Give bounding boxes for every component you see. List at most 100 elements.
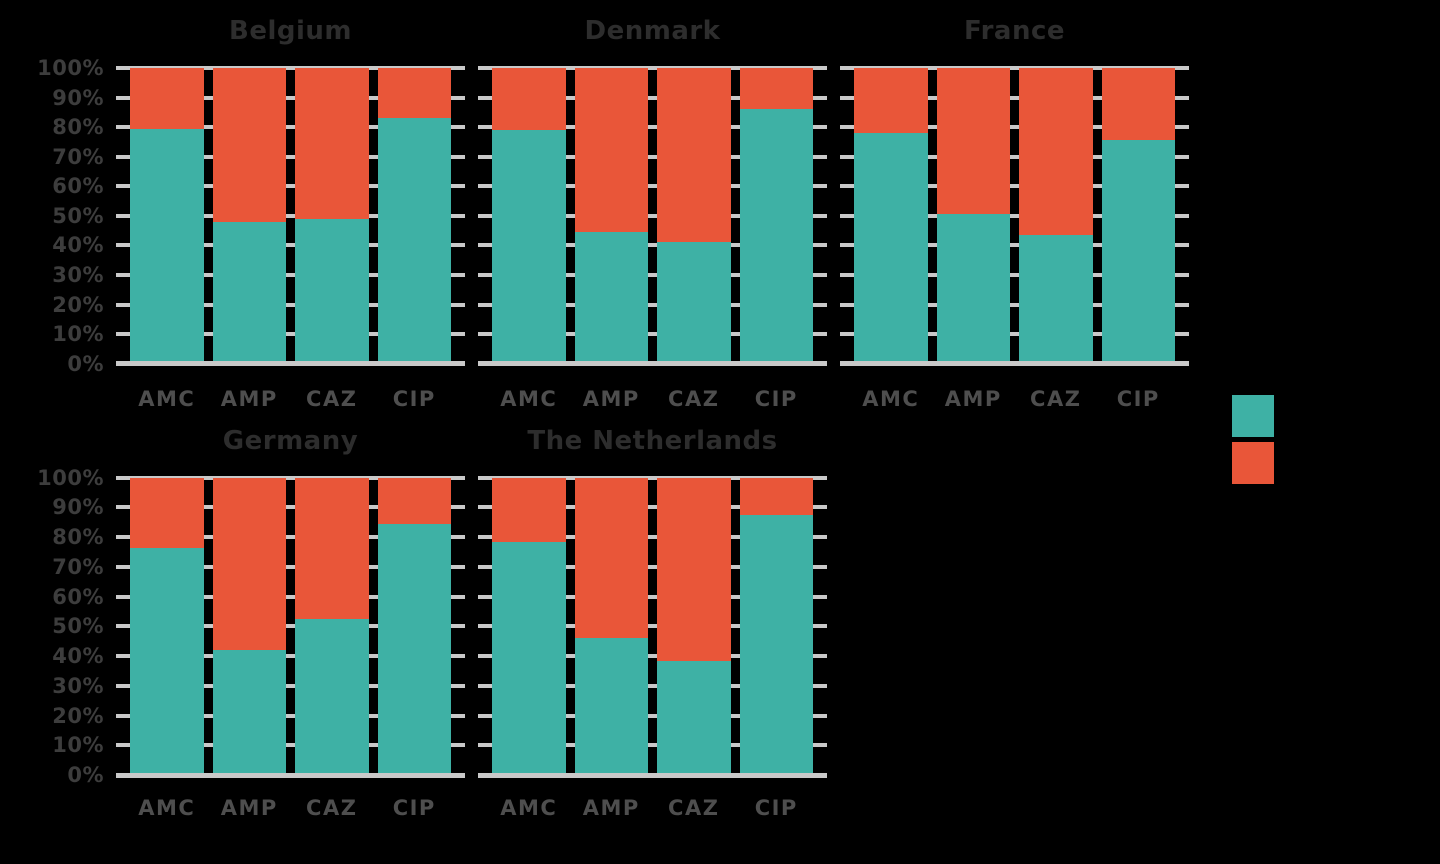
- bar-segment-orange: [130, 68, 204, 129]
- x-axis-line: [116, 772, 465, 778]
- bar-segment-teal: [1019, 235, 1093, 364]
- y-tick-label: 80%: [52, 115, 104, 140]
- category-label: AMP: [220, 387, 278, 411]
- bar-segment-teal: [295, 218, 369, 364]
- x-axis-line: [478, 772, 827, 778]
- category-label: AMP: [582, 796, 640, 820]
- bar-stack: [492, 68, 566, 364]
- gridline: [478, 302, 827, 307]
- gridline: [116, 332, 465, 337]
- gridline: [116, 95, 465, 100]
- bar-segment-orange: [854, 68, 928, 134]
- y-tick-label: 40%: [52, 233, 104, 258]
- y-tick-label: 50%: [52, 614, 104, 639]
- bar-segment-teal: [377, 523, 451, 775]
- gridline: [840, 243, 1189, 248]
- bar-segment-orange: [657, 477, 731, 661]
- bar-stack: [130, 68, 204, 364]
- bar-segment-teal: [1101, 140, 1175, 364]
- bar-stack: [130, 477, 204, 775]
- y-tick-label: 80%: [52, 525, 104, 550]
- bar-stack: [936, 68, 1010, 364]
- bar-segment-orange: [492, 68, 566, 131]
- bar-segment-orange: [212, 68, 286, 222]
- bar-segment-teal: [854, 133, 928, 364]
- y-tick-label: 60%: [52, 584, 104, 609]
- y-tick-label: 10%: [52, 322, 104, 347]
- gridline: [478, 475, 827, 480]
- gridline: [116, 272, 465, 277]
- bar-segment-teal: [657, 242, 731, 364]
- gridline: [116, 243, 465, 248]
- y-tick-label: 50%: [52, 203, 104, 228]
- gridline: [116, 475, 465, 480]
- subplot-title: The Netherlands: [527, 426, 778, 456]
- y-tick-label: 90%: [52, 85, 104, 110]
- gridline: [116, 302, 465, 307]
- bar-segment-teal: [212, 221, 286, 364]
- bar-stack: [574, 68, 648, 364]
- gridline: [478, 654, 827, 659]
- category-label: CAZ: [306, 796, 358, 820]
- gridline: [116, 624, 465, 629]
- bar-segment-orange: [492, 477, 566, 542]
- y-tick-label: 40%: [52, 644, 104, 669]
- bar-stack: [212, 68, 286, 364]
- bar-segment-orange: [936, 68, 1010, 215]
- bar-stack: [492, 477, 566, 775]
- bar-stack: [657, 68, 731, 364]
- y-tick-label: 70%: [52, 144, 104, 169]
- gridline: [478, 535, 827, 540]
- gridline: [840, 302, 1189, 307]
- bar-segment-teal: [295, 618, 369, 775]
- y-tick-label: 0%: [67, 351, 104, 376]
- gridline: [116, 125, 465, 130]
- bar-stack: [739, 477, 813, 775]
- bar-stack: [657, 477, 731, 775]
- bar-segment-teal: [657, 660, 731, 775]
- y-tick-label: 20%: [52, 703, 104, 728]
- category-label: AMC: [500, 387, 558, 411]
- bar-stack: [1019, 68, 1093, 364]
- y-tick-label: 30%: [52, 262, 104, 287]
- gridline: [478, 184, 827, 189]
- gridline: [840, 125, 1189, 130]
- y-tick-label: 100%: [37, 465, 104, 490]
- gridline: [478, 213, 827, 218]
- gridline: [840, 184, 1189, 189]
- gridline: [116, 66, 465, 70]
- gridline: [478, 683, 827, 688]
- gridline: [840, 272, 1189, 277]
- bar-stack: [377, 477, 451, 775]
- y-tick-label: 70%: [52, 554, 104, 579]
- category-label: CIP: [754, 796, 798, 820]
- gridline: [840, 66, 1189, 70]
- gridline: [478, 564, 827, 569]
- gridline: [478, 95, 827, 100]
- gridline: [116, 505, 465, 510]
- bar-segment-teal: [574, 232, 648, 364]
- category-label: AMP: [220, 796, 278, 820]
- y-tick-label: 60%: [52, 174, 104, 199]
- gridline: [478, 624, 827, 629]
- legend-swatch-teal: [1232, 395, 1274, 437]
- bar-stack: [295, 477, 369, 775]
- bar-stack: [574, 477, 648, 775]
- y-tick-label: 20%: [52, 292, 104, 317]
- bar-segment-teal: [492, 541, 566, 775]
- x-axis-line: [478, 361, 827, 367]
- category-label: CAZ: [306, 387, 358, 411]
- category-label: CIP: [392, 387, 436, 411]
- y-tick-label: 30%: [52, 673, 104, 698]
- x-axis-line: [116, 361, 465, 367]
- gridline: [116, 713, 465, 718]
- bar-segment-orange: [212, 477, 286, 651]
- bar-segment-teal: [574, 638, 648, 775]
- category-label: AMC: [138, 796, 196, 820]
- bar-stack: [377, 68, 451, 364]
- bar-segment-orange: [377, 477, 451, 524]
- bar-segment-orange: [739, 68, 813, 110]
- gridline: [478, 154, 827, 159]
- y-tick-label: 10%: [52, 733, 104, 758]
